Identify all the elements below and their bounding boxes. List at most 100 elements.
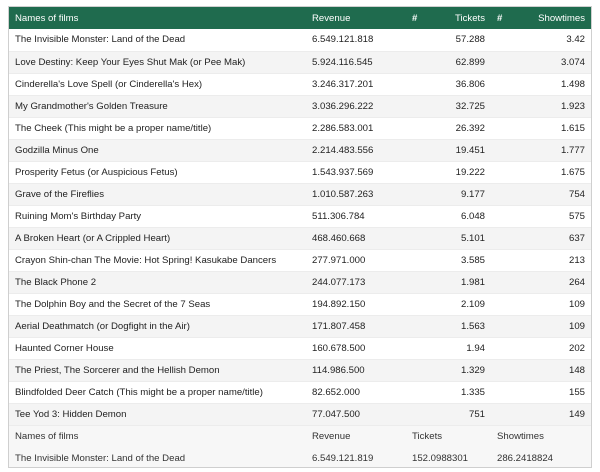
table-row: Grave of the Fireflies1.010.587.2639.177… [9, 183, 591, 205]
number-cell: 36.806 [406, 73, 491, 95]
film-name: The Invisible Monster: Land of the Dead [9, 29, 306, 51]
film-name: Ruining Mom's Birthday Party [9, 205, 306, 227]
header-icon: # [412, 13, 417, 24]
film-name: Love Destiny: Keep Your Eyes Shut Mak (o… [9, 51, 306, 73]
film-name: The Dolphin Boy and the Secret of the 7 … [9, 293, 306, 315]
header-cell[interactable]: # Showtimes [491, 7, 591, 29]
number-cell: 3.585 [406, 249, 491, 271]
number-cell: 1.94 [406, 337, 491, 359]
number-cell: 3.42 [491, 29, 591, 51]
table-row: A Broken Heart (or A Crippled Heart)468.… [9, 227, 591, 249]
number-cell: 1.777 [491, 139, 591, 161]
summary-cell: 6.549.121.819 [306, 447, 406, 468]
table-row: Godzilla Minus One2.214.483.55619.4511.7… [9, 139, 591, 161]
film-name: The Cheek (This might be a proper name/t… [9, 117, 306, 139]
table-row: The Dolphin Boy and the Secret of the 7 … [9, 293, 591, 315]
number-cell: 9.177 [406, 183, 491, 205]
number-cell: 575 [491, 205, 591, 227]
table-container: Names of films Revenue # Tickets # Showtim… [8, 6, 592, 468]
number-cell: 26.392 [406, 117, 491, 139]
number-cell: 19.451 [406, 139, 491, 161]
footer-header-row: Names of filmsRevenueTicketsShowtimes [9, 425, 591, 447]
film-name: Aerial Deathmatch (or Dogfight in the Ai… [9, 315, 306, 337]
table-row: Ruining Mom's Birthday Party511.306.7846… [9, 205, 591, 227]
footer-header-cell: Names of films [9, 425, 306, 447]
number-cell: 1.563 [406, 315, 491, 337]
number-cell: 19.222 [406, 161, 491, 183]
table-row: Haunted Corner House160.678.5001.94202 [9, 337, 591, 359]
film-name: Haunted Corner House [9, 337, 306, 359]
number-cell: 751 [406, 403, 491, 425]
table-row: Aerial Deathmatch (or Dogfight in the Ai… [9, 315, 591, 337]
number-cell: 1.981 [406, 271, 491, 293]
film-name: A Broken Heart (or A Crippled Heart) [9, 227, 306, 249]
number-cell: 202 [491, 337, 591, 359]
film-name: Godzilla Minus One [9, 139, 306, 161]
number-cell: 57.288 [406, 29, 491, 51]
number-cell: 1.675 [491, 161, 591, 183]
number-cell: 2.286.583.001 [306, 117, 406, 139]
number-cell: 148 [491, 359, 591, 381]
header-cell[interactable]: # Tickets [406, 7, 491, 29]
number-cell: 1.329 [406, 359, 491, 381]
number-cell: 511.306.784 [306, 205, 406, 227]
number-cell: 1.498 [491, 73, 591, 95]
header-icon: # [497, 13, 502, 24]
film-name: The Priest, The Sorcerer and the Hellish… [9, 359, 306, 381]
header-cell[interactable]: Revenue [306, 7, 406, 29]
table-row: The Black Phone 2244.077.1731.981264 [9, 271, 591, 293]
number-cell: 82.652.000 [306, 381, 406, 403]
header-cell[interactable]: Names of films [9, 7, 306, 29]
table-row: The Cheek (This might be a proper name/t… [9, 117, 591, 139]
number-cell: 1.615 [491, 117, 591, 139]
number-cell: 244.077.173 [306, 271, 406, 293]
footer-header-cell: Revenue [306, 425, 406, 447]
film-name: Prosperity Fetus (or Auspicious Fetus) [9, 161, 306, 183]
summary-cell: 286.2418824 [491, 447, 591, 468]
number-cell: 277.971.000 [306, 249, 406, 271]
footer-header-cell: Tickets [406, 425, 491, 447]
number-cell: 1.923 [491, 95, 591, 117]
number-cell: 171.807.458 [306, 315, 406, 337]
data-table: Names of films Revenue # Tickets # Showtim… [9, 7, 591, 468]
number-cell: 5.101 [406, 227, 491, 249]
header-label: Tickets [455, 13, 485, 24]
film-name: My Grandmother's Golden Treasure [9, 95, 306, 117]
film-name: Tee Yod 3: Hidden Demon [9, 403, 306, 425]
number-cell: 114.986.500 [306, 359, 406, 381]
table-row: Tee Yod 3: Hidden Demon77.047.500751149 [9, 403, 591, 425]
film-name: Crayon Shin-chan The Movie: Hot Spring! … [9, 249, 306, 271]
header-label: Showtimes [538, 13, 585, 24]
film-name: Cinderella's Love Spell (or Cinderella's… [9, 73, 306, 95]
film-name: Grave of the Fireflies [9, 183, 306, 205]
summary-cell: The Invisible Monster: Land of the Dead [9, 447, 306, 468]
number-cell: 160.678.500 [306, 337, 406, 359]
table-row: Crayon Shin-chan The Movie: Hot Spring! … [9, 249, 591, 271]
film-name: The Black Phone 2 [9, 271, 306, 293]
number-cell: 3.074 [491, 51, 591, 73]
number-cell: 109 [491, 293, 591, 315]
number-cell: 3.246.317.201 [306, 73, 406, 95]
number-cell: 3.036.296.222 [306, 95, 406, 117]
summary-cell: 152.0988301 [406, 447, 491, 468]
table-row: Prosperity Fetus (or Auspicious Fetus)1.… [9, 161, 591, 183]
number-cell: 32.725 [406, 95, 491, 117]
number-cell: 77.047.500 [306, 403, 406, 425]
table-row: Blindfolded Deer Catch (This might be a … [9, 381, 591, 403]
table-row: The Priest, The Sorcerer and the Hellish… [9, 359, 591, 381]
footer-header-cell: Showtimes [491, 425, 591, 447]
table-row: My Grandmother's Golden Treasure3.036.29… [9, 95, 591, 117]
table-row: Love Destiny: Keep Your Eyes Shut Mak (o… [9, 51, 591, 73]
table-row: Cinderella's Love Spell (or Cinderella's… [9, 73, 591, 95]
number-cell: 2.214.483.556 [306, 139, 406, 161]
number-cell: 754 [491, 183, 591, 205]
number-cell: 5.924.116.545 [306, 51, 406, 73]
number-cell: 194.892.150 [306, 293, 406, 315]
number-cell: 6.549.121.818 [306, 29, 406, 51]
number-cell: 149 [491, 403, 591, 425]
number-cell: 213 [491, 249, 591, 271]
header-row: Names of films Revenue # Tickets # Showtim… [9, 7, 591, 29]
number-cell: 1.543.937.569 [306, 161, 406, 183]
number-cell: 62.899 [406, 51, 491, 73]
